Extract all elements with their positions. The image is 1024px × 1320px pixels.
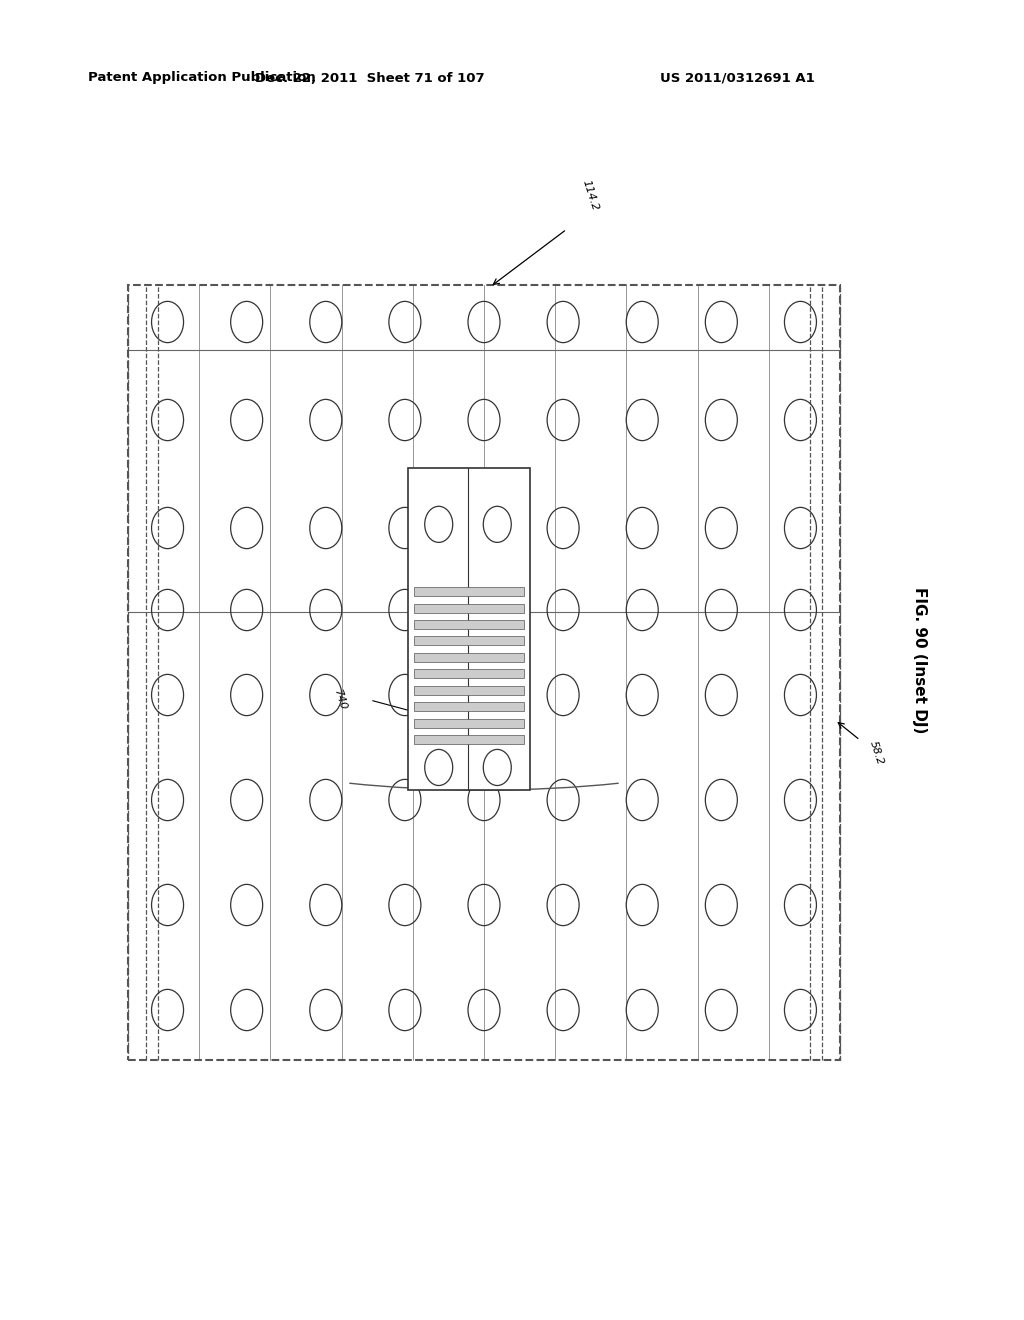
- Bar: [414, 587, 524, 597]
- Bar: [414, 620, 524, 630]
- Bar: [414, 669, 524, 678]
- Bar: [414, 636, 524, 645]
- Bar: [408, 469, 530, 789]
- Bar: [128, 285, 840, 1060]
- Text: FIG. 90 (Inset DJ): FIG. 90 (Inset DJ): [912, 587, 928, 733]
- Text: Dec. 22, 2011  Sheet 71 of 107: Dec. 22, 2011 Sheet 71 of 107: [255, 71, 484, 84]
- Bar: [414, 718, 524, 727]
- Bar: [414, 653, 524, 661]
- Bar: [414, 685, 524, 694]
- Bar: [414, 735, 524, 744]
- Bar: [414, 702, 524, 711]
- Bar: [414, 603, 524, 612]
- Text: Patent Application Publication: Patent Application Publication: [88, 71, 315, 84]
- Text: 740: 740: [332, 688, 348, 711]
- Text: US 2011/0312691 A1: US 2011/0312691 A1: [660, 71, 815, 84]
- Text: 58.2: 58.2: [868, 741, 886, 767]
- Text: 114.2: 114.2: [581, 178, 599, 213]
